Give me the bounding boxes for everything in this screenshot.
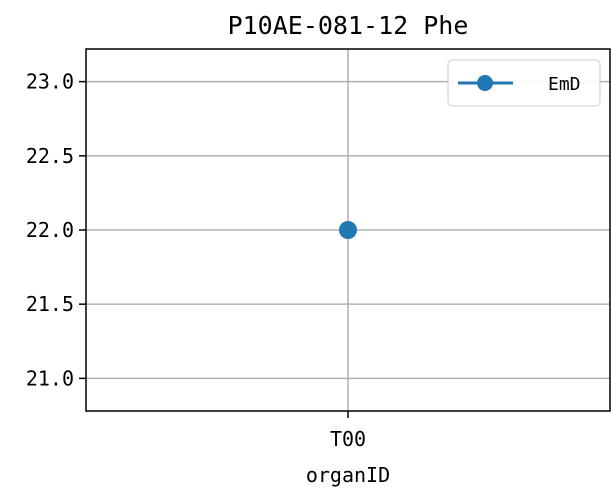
plot-frame	[85, 48, 611, 412]
y-tick-label: 21.0	[26, 366, 74, 390]
legend-box	[447, 59, 601, 107]
y-tick-label: 23.0	[26, 70, 74, 94]
series-layer	[339, 221, 357, 239]
x-ticks: T00	[330, 411, 366, 451]
x-tick-label: T00	[330, 427, 366, 451]
x-axis-label: organID	[306, 463, 390, 487]
y-tick-label: 22.0	[26, 218, 74, 242]
legend-label-emd: EmD	[548, 74, 581, 95]
data-point	[339, 221, 357, 239]
legend: EmD	[447, 59, 601, 107]
y-tick-label: 22.5	[26, 144, 74, 168]
y-ticks: 21.0 21.5 22.0 22.5 23.0	[26, 70, 86, 390]
y-tick-label: 21.5	[26, 292, 74, 316]
legend-marker	[477, 75, 493, 91]
chart-title: P10AE-081-12 Phe	[228, 11, 469, 40]
